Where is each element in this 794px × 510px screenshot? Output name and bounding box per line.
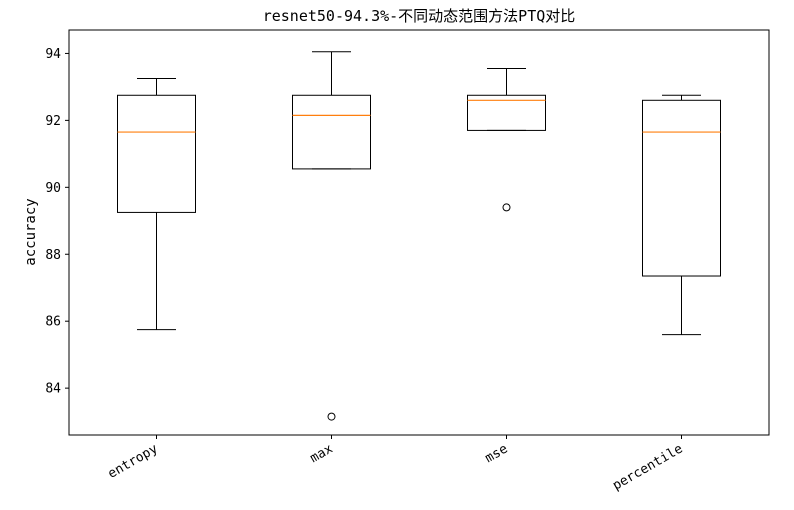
- chart-title: resnet50-94.3%-不同动态范围方法PTQ对比: [263, 7, 576, 25]
- box-percentile: [642, 94, 721, 336]
- x-tick-label: max: [308, 441, 336, 466]
- box-entropy: [117, 78, 196, 331]
- y-tick-label: 86: [45, 315, 61, 330]
- box-body: [467, 94, 546, 131]
- x-tick-label: mse: [483, 441, 511, 466]
- box-body: [117, 94, 196, 213]
- x-tick-label: entropy: [106, 441, 161, 481]
- box-body: [292, 94, 371, 170]
- y-tick-label: 84: [45, 382, 61, 397]
- y-axis: 84 86 88 90 92 94: [45, 47, 69, 397]
- box-mse: [467, 67, 546, 212]
- outlier-point: [502, 203, 511, 212]
- x-tick-label: percentile: [610, 441, 685, 493]
- x-axis: entropy max mse percentile: [106, 435, 686, 494]
- plot-frame: [68, 29, 770, 436]
- y-tick-label: 94: [45, 47, 61, 62]
- boxes: [117, 51, 721, 421]
- y-tick-label: 92: [45, 114, 61, 129]
- box-max: [292, 51, 371, 421]
- y-tick-label: 90: [45, 181, 61, 196]
- box-body: [642, 99, 721, 277]
- y-axis-label: accuracy: [23, 198, 39, 265]
- outlier-point: [327, 412, 336, 421]
- y-tick-label: 88: [45, 248, 61, 263]
